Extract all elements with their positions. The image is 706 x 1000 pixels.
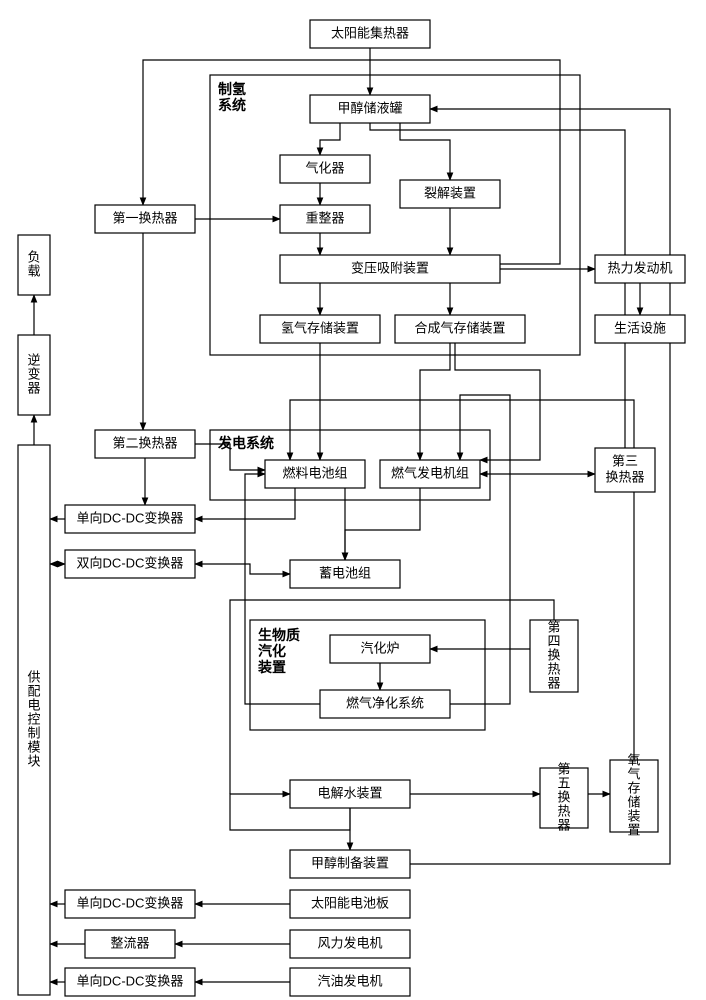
node-vlabel-o2s: 装 — [627, 808, 640, 823]
energy-system-flowchart: 制氢系统发电系统生物质汽化装置 太阳能集热器甲醇储液罐气化器重整器裂解装置变压吸… — [0, 0, 706, 1000]
node-vlabel-inverter: 逆 — [27, 352, 40, 367]
node-vlabel-pdcm: 供 — [27, 669, 40, 684]
node-label-tank: 甲醇储液罐 — [337, 100, 402, 115]
node-label-solarpanel: 太阳能电池板 — [311, 895, 389, 910]
node-vlabel-pdcm: 制 — [27, 725, 40, 740]
group-title-g1: 系统 — [218, 97, 246, 113]
node-label-psa: 变压吸附装置 — [351, 260, 429, 275]
node-label-hx2: 第二换热器 — [112, 435, 177, 450]
node-vlabel-o2s: 置 — [627, 822, 640, 837]
node-label-gasgen: 燃气发电机组 — [391, 465, 469, 480]
node-label-dcdc2: 单向DC-DC变换器 — [77, 895, 184, 910]
group-title-g3: 汽化 — [258, 643, 286, 659]
node-vlabel-inverter: 器 — [27, 380, 40, 395]
node-vlabel-hx5: 换 — [557, 789, 570, 804]
node-label-hx3: 第三 — [612, 453, 638, 468]
node-label-gasify: 气化器 — [305, 160, 344, 175]
node-label-rect: 整流器 — [110, 935, 149, 950]
node-vlabel-pdcm: 模 — [27, 739, 40, 754]
node-vlabel-hx5: 五 — [557, 775, 570, 790]
node-vlabel-hx4: 第 — [547, 619, 560, 634]
node-vlabel-hx5: 热 — [557, 803, 570, 818]
node-vlabel-load: 负 — [27, 249, 40, 264]
group-title-g1: 制氢 — [218, 81, 246, 97]
node-vlabel-hx4: 热 — [547, 661, 560, 676]
node-label-bidcdc: 双向DC-DC变换器 — [77, 555, 184, 570]
node-vlabel-hx4: 四 — [547, 633, 560, 648]
node-vlabel-hx5: 第 — [557, 761, 570, 776]
node-label-petrolgen: 汽油发电机 — [317, 973, 382, 988]
node-vlabel-hx5: 器 — [557, 817, 570, 832]
node-label-gasfurn: 汽化炉 — [360, 640, 399, 655]
node-label-battery: 蓄电池组 — [319, 565, 371, 580]
node-label-hx1: 第一换热器 — [112, 210, 177, 225]
node-vlabel-hx4: 器 — [547, 675, 560, 690]
node-vlabel-pdcm: 配 — [27, 683, 40, 698]
node-label-life: 生活设施 — [614, 320, 666, 335]
node-vlabel-pdcm: 控 — [27, 711, 40, 726]
node-label-electro: 电解水装置 — [317, 785, 382, 800]
group-title-g3: 装置 — [257, 659, 286, 675]
node-vlabel-pdcm: 电 — [27, 697, 40, 712]
node-vlabel-o2s: 氧 — [627, 752, 640, 767]
node-vlabel-load: 载 — [27, 263, 40, 278]
node-label-crack: 裂解装置 — [424, 185, 476, 200]
group-title-g3: 生物质 — [258, 627, 300, 643]
node-label-meohprep: 甲醇制备装置 — [311, 855, 389, 870]
node-label-solar: 太阳能集热器 — [331, 25, 409, 40]
node-label-h2s: 氢气存储装置 — [281, 320, 359, 335]
node-label-windgen: 风力发电机 — [317, 935, 382, 950]
node-label-heateng: 热力发动机 — [607, 260, 672, 275]
node-label-syngas: 合成气存储装置 — [414, 320, 505, 335]
svg-text:换热器: 换热器 — [605, 469, 644, 484]
node-vlabel-hx4: 换 — [547, 647, 560, 662]
node-label-dcdc3: 单向DC-DC变换器 — [77, 973, 184, 988]
node-label-fuelcell: 燃料电池组 — [282, 465, 347, 480]
node-vlabel-inverter: 变 — [27, 366, 40, 381]
node-label-reform: 重整器 — [305, 210, 344, 225]
edge-17 — [195, 564, 290, 574]
group-title-g2: 发电系统 — [217, 435, 274, 451]
node-label-gasclean: 燃气净化系统 — [346, 695, 424, 710]
node-vlabel-pdcm: 块 — [27, 753, 40, 768]
node-label-dcdc1: 单向DC-DC变换器 — [77, 510, 184, 525]
node-vlabel-o2s: 存 — [627, 780, 640, 795]
node-vlabel-o2s: 气 — [627, 766, 640, 781]
node-vlabel-o2s: 储 — [627, 794, 640, 809]
